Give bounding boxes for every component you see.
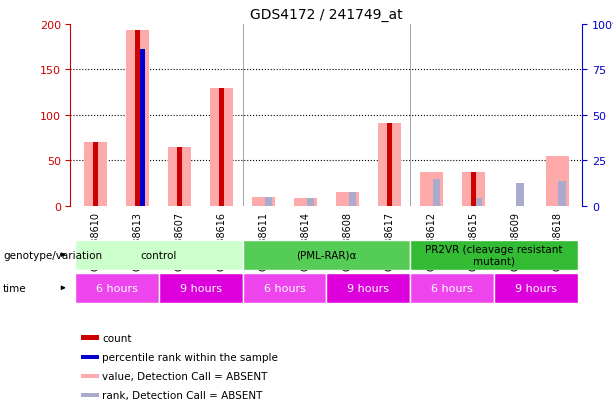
Bar	[93, 143, 98, 206]
Bar	[75, 273, 159, 303]
Text: value, Detection Call = ABSENT: value, Detection Call = ABSENT	[102, 371, 268, 381]
Text: genotype/variation: genotype/variation	[3, 250, 102, 260]
Text: 9 hours: 9 hours	[180, 283, 221, 293]
Text: control: control	[140, 250, 177, 260]
Bar	[219, 88, 224, 206]
Bar	[135, 31, 140, 206]
Bar	[336, 193, 359, 206]
Bar	[517, 184, 524, 206]
Bar	[327, 273, 410, 303]
Bar	[140, 50, 145, 206]
Bar	[546, 157, 569, 206]
Bar	[81, 374, 99, 378]
Bar	[433, 179, 440, 206]
Bar	[410, 240, 578, 270]
Text: count: count	[102, 333, 132, 343]
Bar	[558, 182, 566, 206]
Bar	[126, 31, 149, 206]
Bar	[294, 198, 317, 206]
Bar	[252, 197, 275, 206]
Text: (PML-RAR)α: (PML-RAR)α	[296, 250, 357, 260]
Bar	[75, 240, 243, 270]
Bar	[243, 273, 327, 303]
Bar	[494, 273, 578, 303]
Text: 9 hours: 9 hours	[348, 283, 389, 293]
Bar	[81, 355, 99, 359]
Bar	[471, 173, 476, 206]
Bar	[420, 173, 443, 206]
Text: 9 hours: 9 hours	[515, 283, 557, 293]
Bar	[159, 273, 243, 303]
Title: GDS4172 / 241749_at: GDS4172 / 241749_at	[250, 8, 403, 22]
Bar	[349, 193, 356, 206]
Text: percentile rank within the sample: percentile rank within the sample	[102, 352, 278, 362]
Bar	[210, 88, 233, 206]
Bar	[474, 198, 482, 206]
Text: time: time	[3, 283, 27, 293]
Bar	[81, 393, 99, 397]
Bar	[84, 143, 107, 206]
Text: 6 hours: 6 hours	[264, 283, 305, 293]
Bar	[410, 273, 494, 303]
Text: PR2VR (cleavage resistant
mutant): PR2VR (cleavage resistant mutant)	[425, 244, 563, 266]
Text: 6 hours: 6 hours	[432, 283, 473, 293]
Text: 6 hours: 6 hours	[96, 283, 137, 293]
Bar	[168, 147, 191, 206]
Bar	[265, 197, 272, 206]
Bar	[378, 124, 401, 206]
Bar	[306, 198, 314, 206]
Text: rank, Detection Call = ABSENT: rank, Detection Call = ABSENT	[102, 390, 263, 400]
Bar	[462, 173, 485, 206]
Bar	[81, 336, 99, 340]
Bar	[177, 147, 182, 206]
Bar	[243, 240, 410, 270]
Bar	[387, 124, 392, 206]
